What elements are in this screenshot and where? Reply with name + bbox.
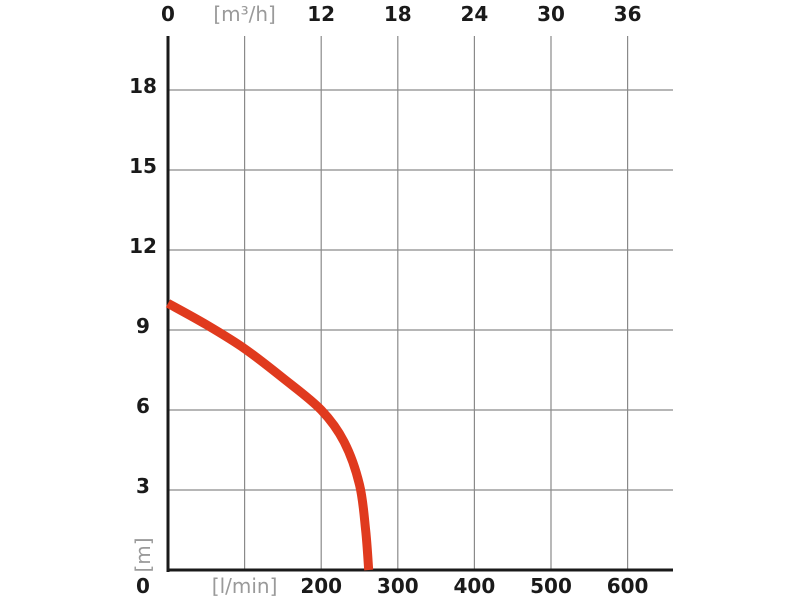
x-tick-label: 300 bbox=[377, 574, 419, 598]
axes bbox=[166, 36, 673, 572]
pump-curve bbox=[165, 299, 374, 571]
y-tick-label: 15 bbox=[129, 154, 157, 178]
y-unit-label: [m] bbox=[131, 537, 155, 572]
y-tick-label: 18 bbox=[129, 74, 157, 98]
grid-lines bbox=[168, 36, 673, 570]
x2-unit-label: [m³/h] bbox=[213, 2, 276, 26]
x-tick-label: 0 bbox=[136, 574, 150, 598]
x2-tick-label: 24 bbox=[460, 2, 488, 26]
x-unit-label: [l/min] bbox=[212, 574, 278, 598]
x-tick-label: 500 bbox=[530, 574, 572, 598]
y-tick-label: 3 bbox=[136, 474, 150, 498]
x-tick-label: 600 bbox=[607, 574, 649, 598]
x2-tick-label: 18 bbox=[384, 2, 412, 26]
x2-tick-label: 12 bbox=[307, 2, 335, 26]
y-tick-label: 6 bbox=[136, 394, 150, 418]
x-tick-label: 400 bbox=[454, 574, 496, 598]
y-tick-label: 9 bbox=[136, 314, 150, 338]
x2-tick-label: 30 bbox=[537, 2, 565, 26]
y-tick-label: 12 bbox=[129, 234, 157, 258]
x-tick-label: 200 bbox=[300, 574, 342, 598]
x2-tick-label: 36 bbox=[614, 2, 642, 26]
x2-tick-label: 0 bbox=[161, 2, 175, 26]
